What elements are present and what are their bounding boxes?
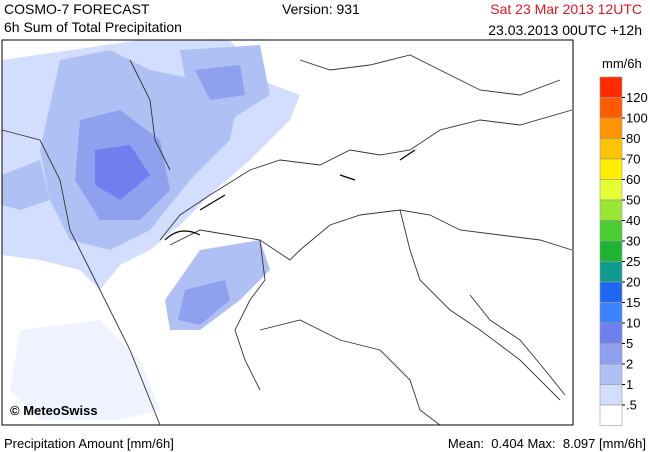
mean-value: 0.404: [491, 436, 524, 451]
legend-swatch: [599, 179, 623, 201]
legend-label: 70: [626, 152, 640, 167]
legend-swatch: [599, 322, 623, 344]
legend-swatch: [599, 138, 623, 160]
legend-label: 100: [626, 111, 648, 126]
legend-swatch: [599, 158, 623, 180]
title: COSMO-7 FORECAST: [4, 1, 150, 17]
legend-swatch: [599, 343, 623, 365]
legend-label: 60: [626, 172, 640, 187]
legend: 120 100 80 70 60 50 40 30 25 20 15 10 5 2 1 .5: [599, 76, 648, 426]
legend-label: 2: [626, 357, 633, 372]
legend-swatch: [599, 384, 623, 406]
legend-label: 20: [626, 275, 640, 290]
legend-swatch: [599, 363, 623, 385]
run-time: 23.03.2013 00UTC +12h: [488, 22, 642, 38]
legend-swatch: [599, 76, 623, 98]
legend-label: 10: [626, 316, 640, 331]
max-value: 8.097: [562, 436, 596, 451]
legend-swatch: [599, 302, 623, 324]
subtitle: 6h Sum of Total Precipitation: [4, 19, 182, 35]
legend-label: .5: [626, 398, 637, 413]
legend-label: 1: [626, 377, 633, 392]
legend-label: 30: [626, 234, 640, 249]
borders: [1, 54, 573, 426]
precipitation-areas: [2, 40, 300, 420]
valid-time: Sat 23 Mar 2013 12UTC: [490, 1, 642, 17]
legend-label: 80: [626, 131, 640, 146]
lakes: [164, 149, 416, 241]
legend-swatch: [599, 240, 623, 262]
legend-swatch: [599, 199, 623, 221]
legend-label: 5: [626, 336, 633, 351]
footer-stats: Mean: 0.404 Max: 8.097 [mm/6h]: [448, 436, 646, 452]
legend-swatch: [599, 281, 623, 303]
legend-unit: mm/6h: [602, 56, 642, 71]
footer-label: Precipitation Amount [mm/6h]: [4, 436, 174, 451]
legend-swatch: [599, 97, 623, 119]
footer-unit: [mm/6h]: [599, 436, 646, 451]
legend-label: 15: [626, 295, 640, 310]
credit: © MeteoSwiss: [10, 403, 98, 418]
legend-swatch: [599, 404, 623, 426]
legend-swatch: [599, 261, 623, 283]
legend-label: 40: [626, 213, 640, 228]
legend-label: 25: [626, 254, 640, 269]
legend-label: 120: [626, 90, 648, 105]
legend-swatch: [599, 220, 623, 242]
max-label: Max:: [527, 436, 556, 451]
legend-swatch: [599, 117, 623, 139]
mean-label: Mean:: [447, 436, 485, 451]
map-frame: [1, 39, 574, 426]
legend-label: 50: [626, 193, 640, 208]
version: Version: 931: [282, 1, 360, 17]
